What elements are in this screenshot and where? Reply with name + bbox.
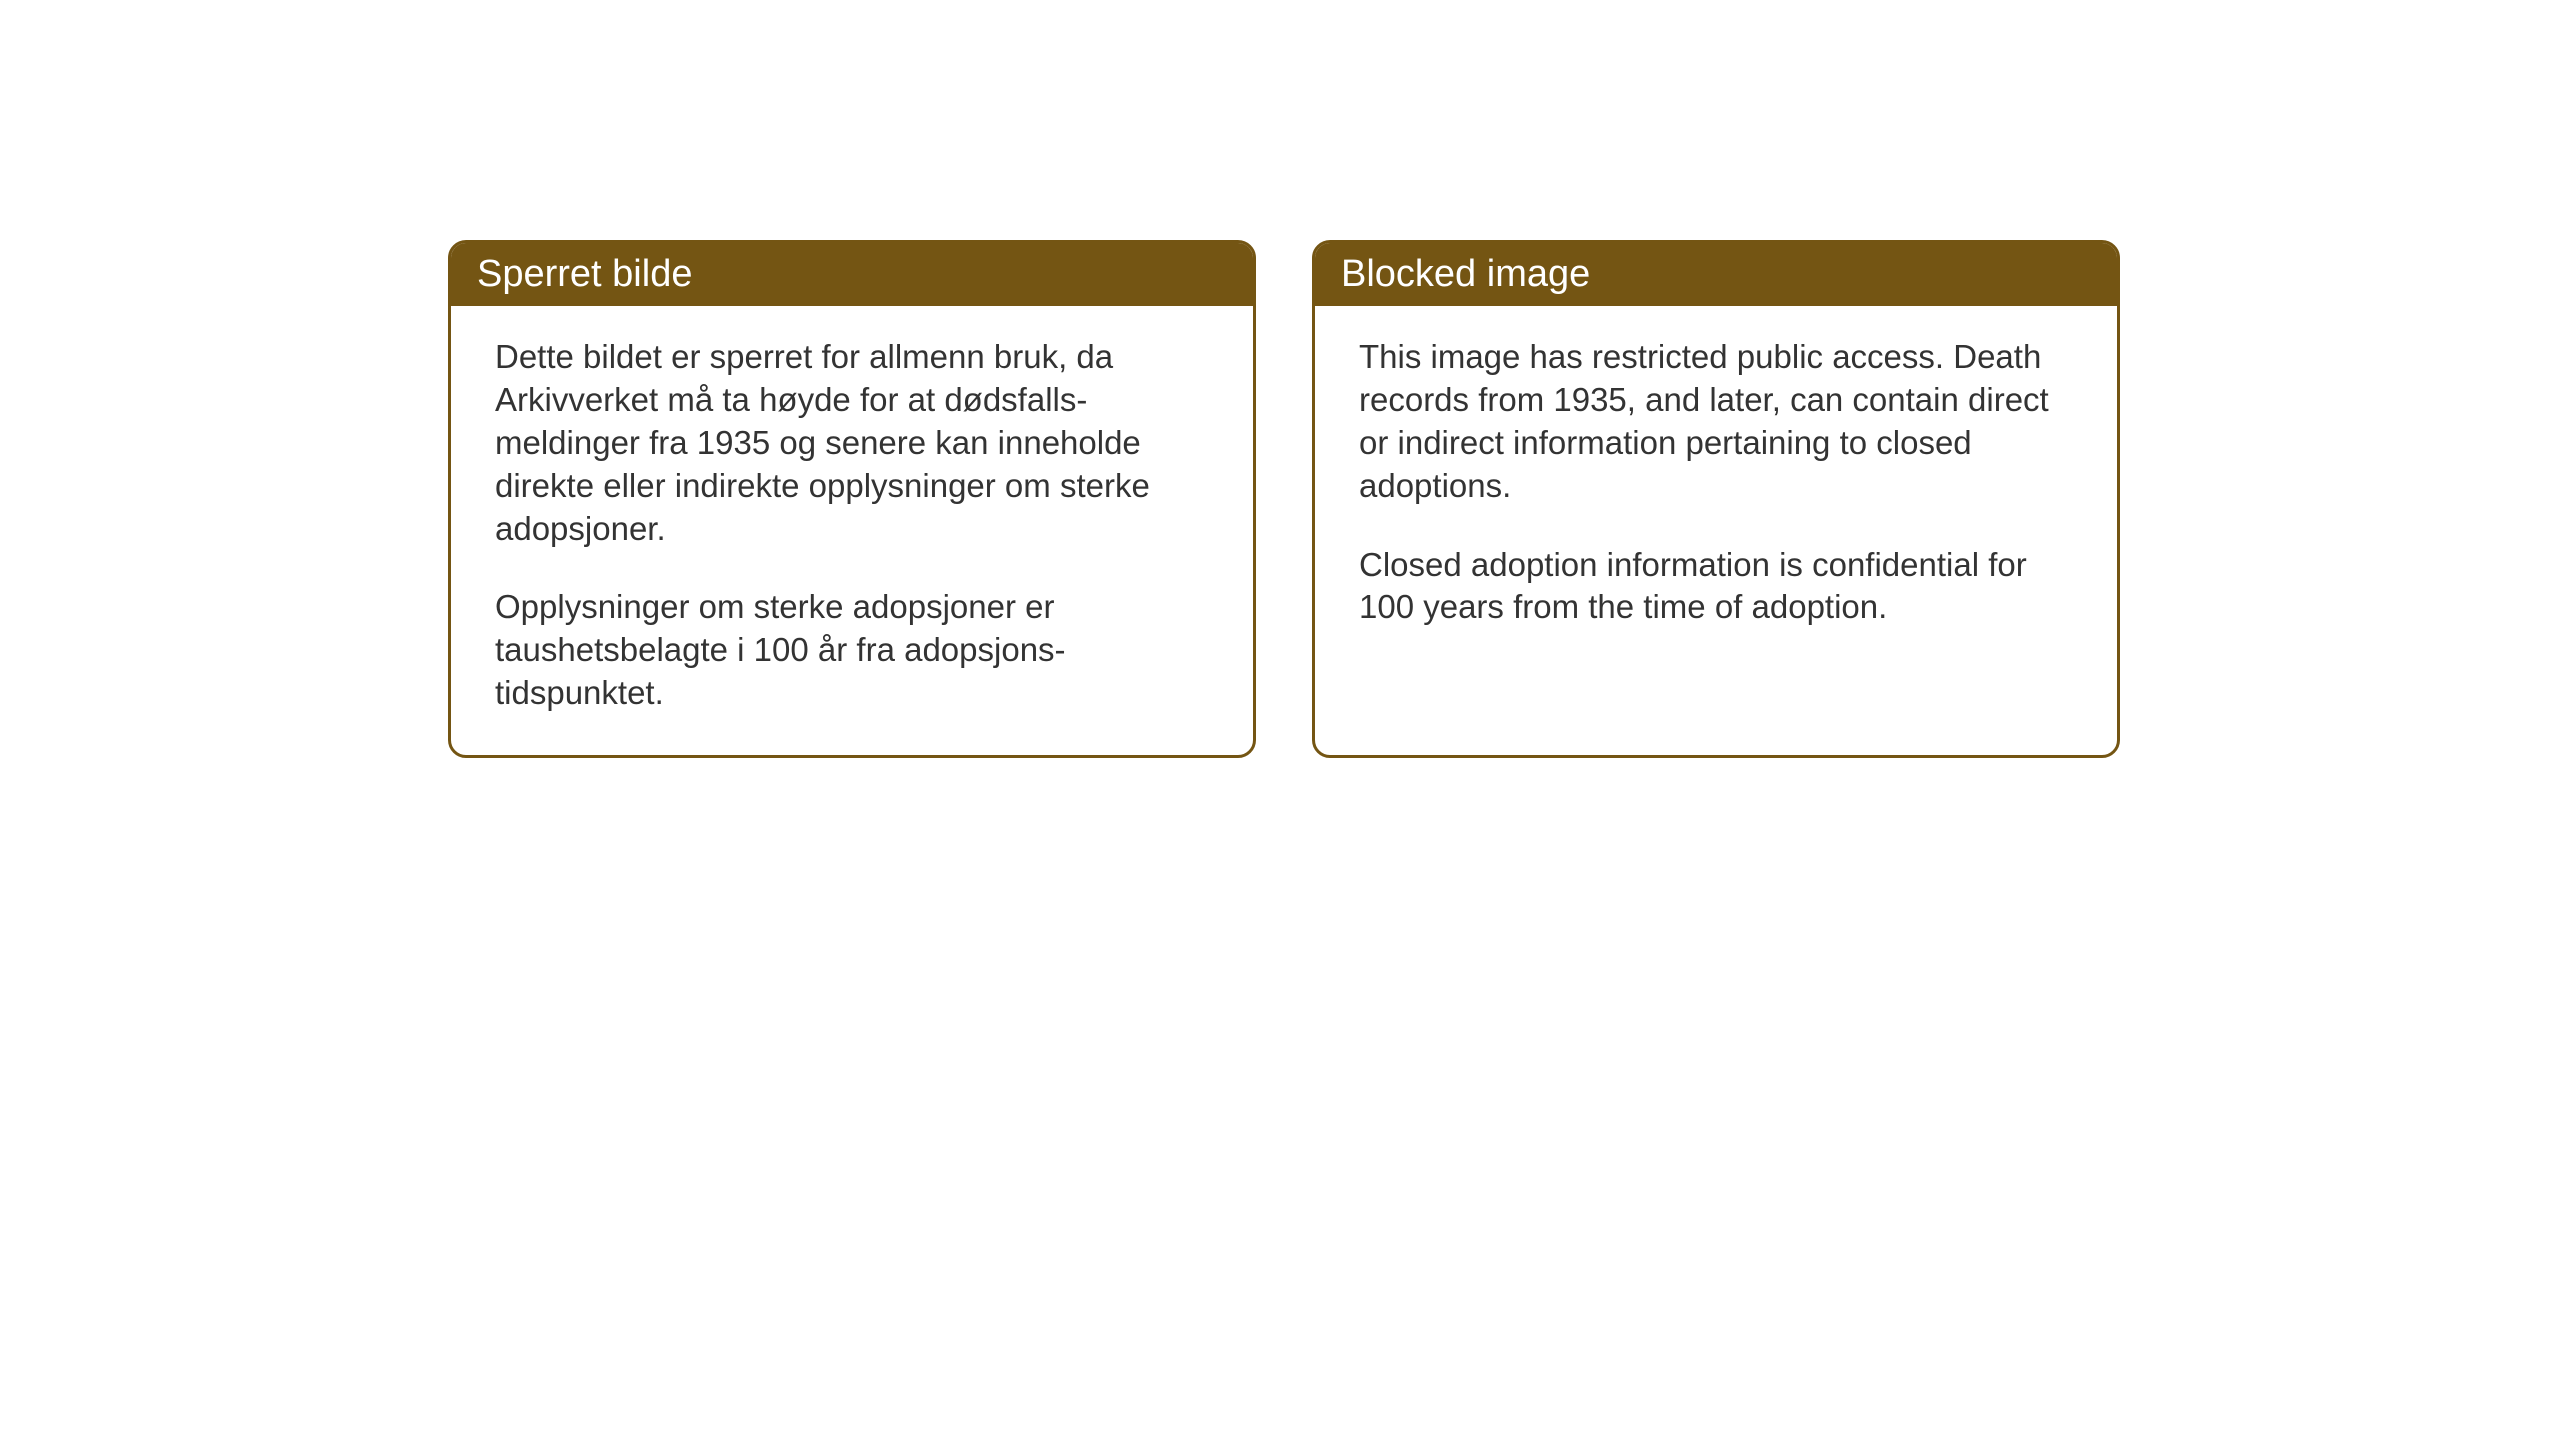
english-panel-title: Blocked image — [1315, 243, 2117, 306]
notice-container: Sperret bilde Dette bildet er sperret fo… — [448, 240, 2120, 758]
english-panel: Blocked image This image has restricted … — [1312, 240, 2120, 758]
english-panel-body: This image has restricted public access.… — [1315, 306, 2117, 669]
english-paragraph-2: Closed adoption information is confident… — [1359, 544, 2073, 630]
english-paragraph-1: This image has restricted public access.… — [1359, 336, 2073, 508]
norwegian-panel-title: Sperret bilde — [451, 243, 1253, 306]
norwegian-paragraph-1: Dette bildet er sperret for allmenn bruk… — [495, 336, 1209, 550]
norwegian-panel-body: Dette bildet er sperret for allmenn bruk… — [451, 306, 1253, 755]
norwegian-panel: Sperret bilde Dette bildet er sperret fo… — [448, 240, 1256, 758]
norwegian-paragraph-2: Opplysninger om sterke adopsjoner er tau… — [495, 586, 1209, 715]
